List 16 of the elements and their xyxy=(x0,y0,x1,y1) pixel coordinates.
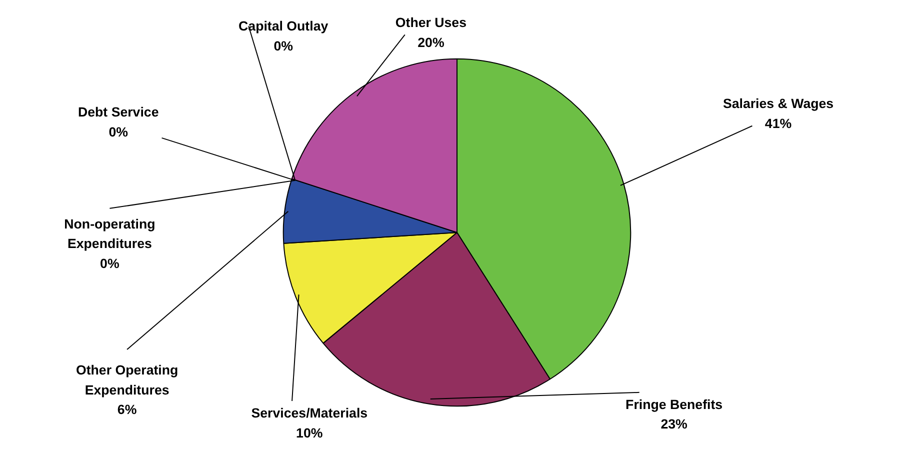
data-label: 20% xyxy=(418,34,444,50)
data-label: 41% xyxy=(764,116,792,131)
data-label: 23% xyxy=(660,416,688,432)
text: 0% xyxy=(274,38,293,54)
slice-label: Fringe Benefits xyxy=(626,396,723,412)
data-label: 10% xyxy=(296,425,323,440)
slice-label: Services/Materials xyxy=(251,406,368,421)
category-label: Non-operating Expenditures xyxy=(64,216,156,252)
text: 0% xyxy=(100,256,120,271)
slice-label: Other Uses xyxy=(395,15,467,30)
category-label: Capital Outlay xyxy=(238,18,328,34)
slice-label: Salaries & Wages xyxy=(722,96,834,112)
data-label: 6% xyxy=(117,402,137,418)
category-label: Debt Service xyxy=(78,104,159,120)
slice-label: Other Operating Expenditures xyxy=(76,362,178,398)
text: 0% xyxy=(108,124,128,140)
